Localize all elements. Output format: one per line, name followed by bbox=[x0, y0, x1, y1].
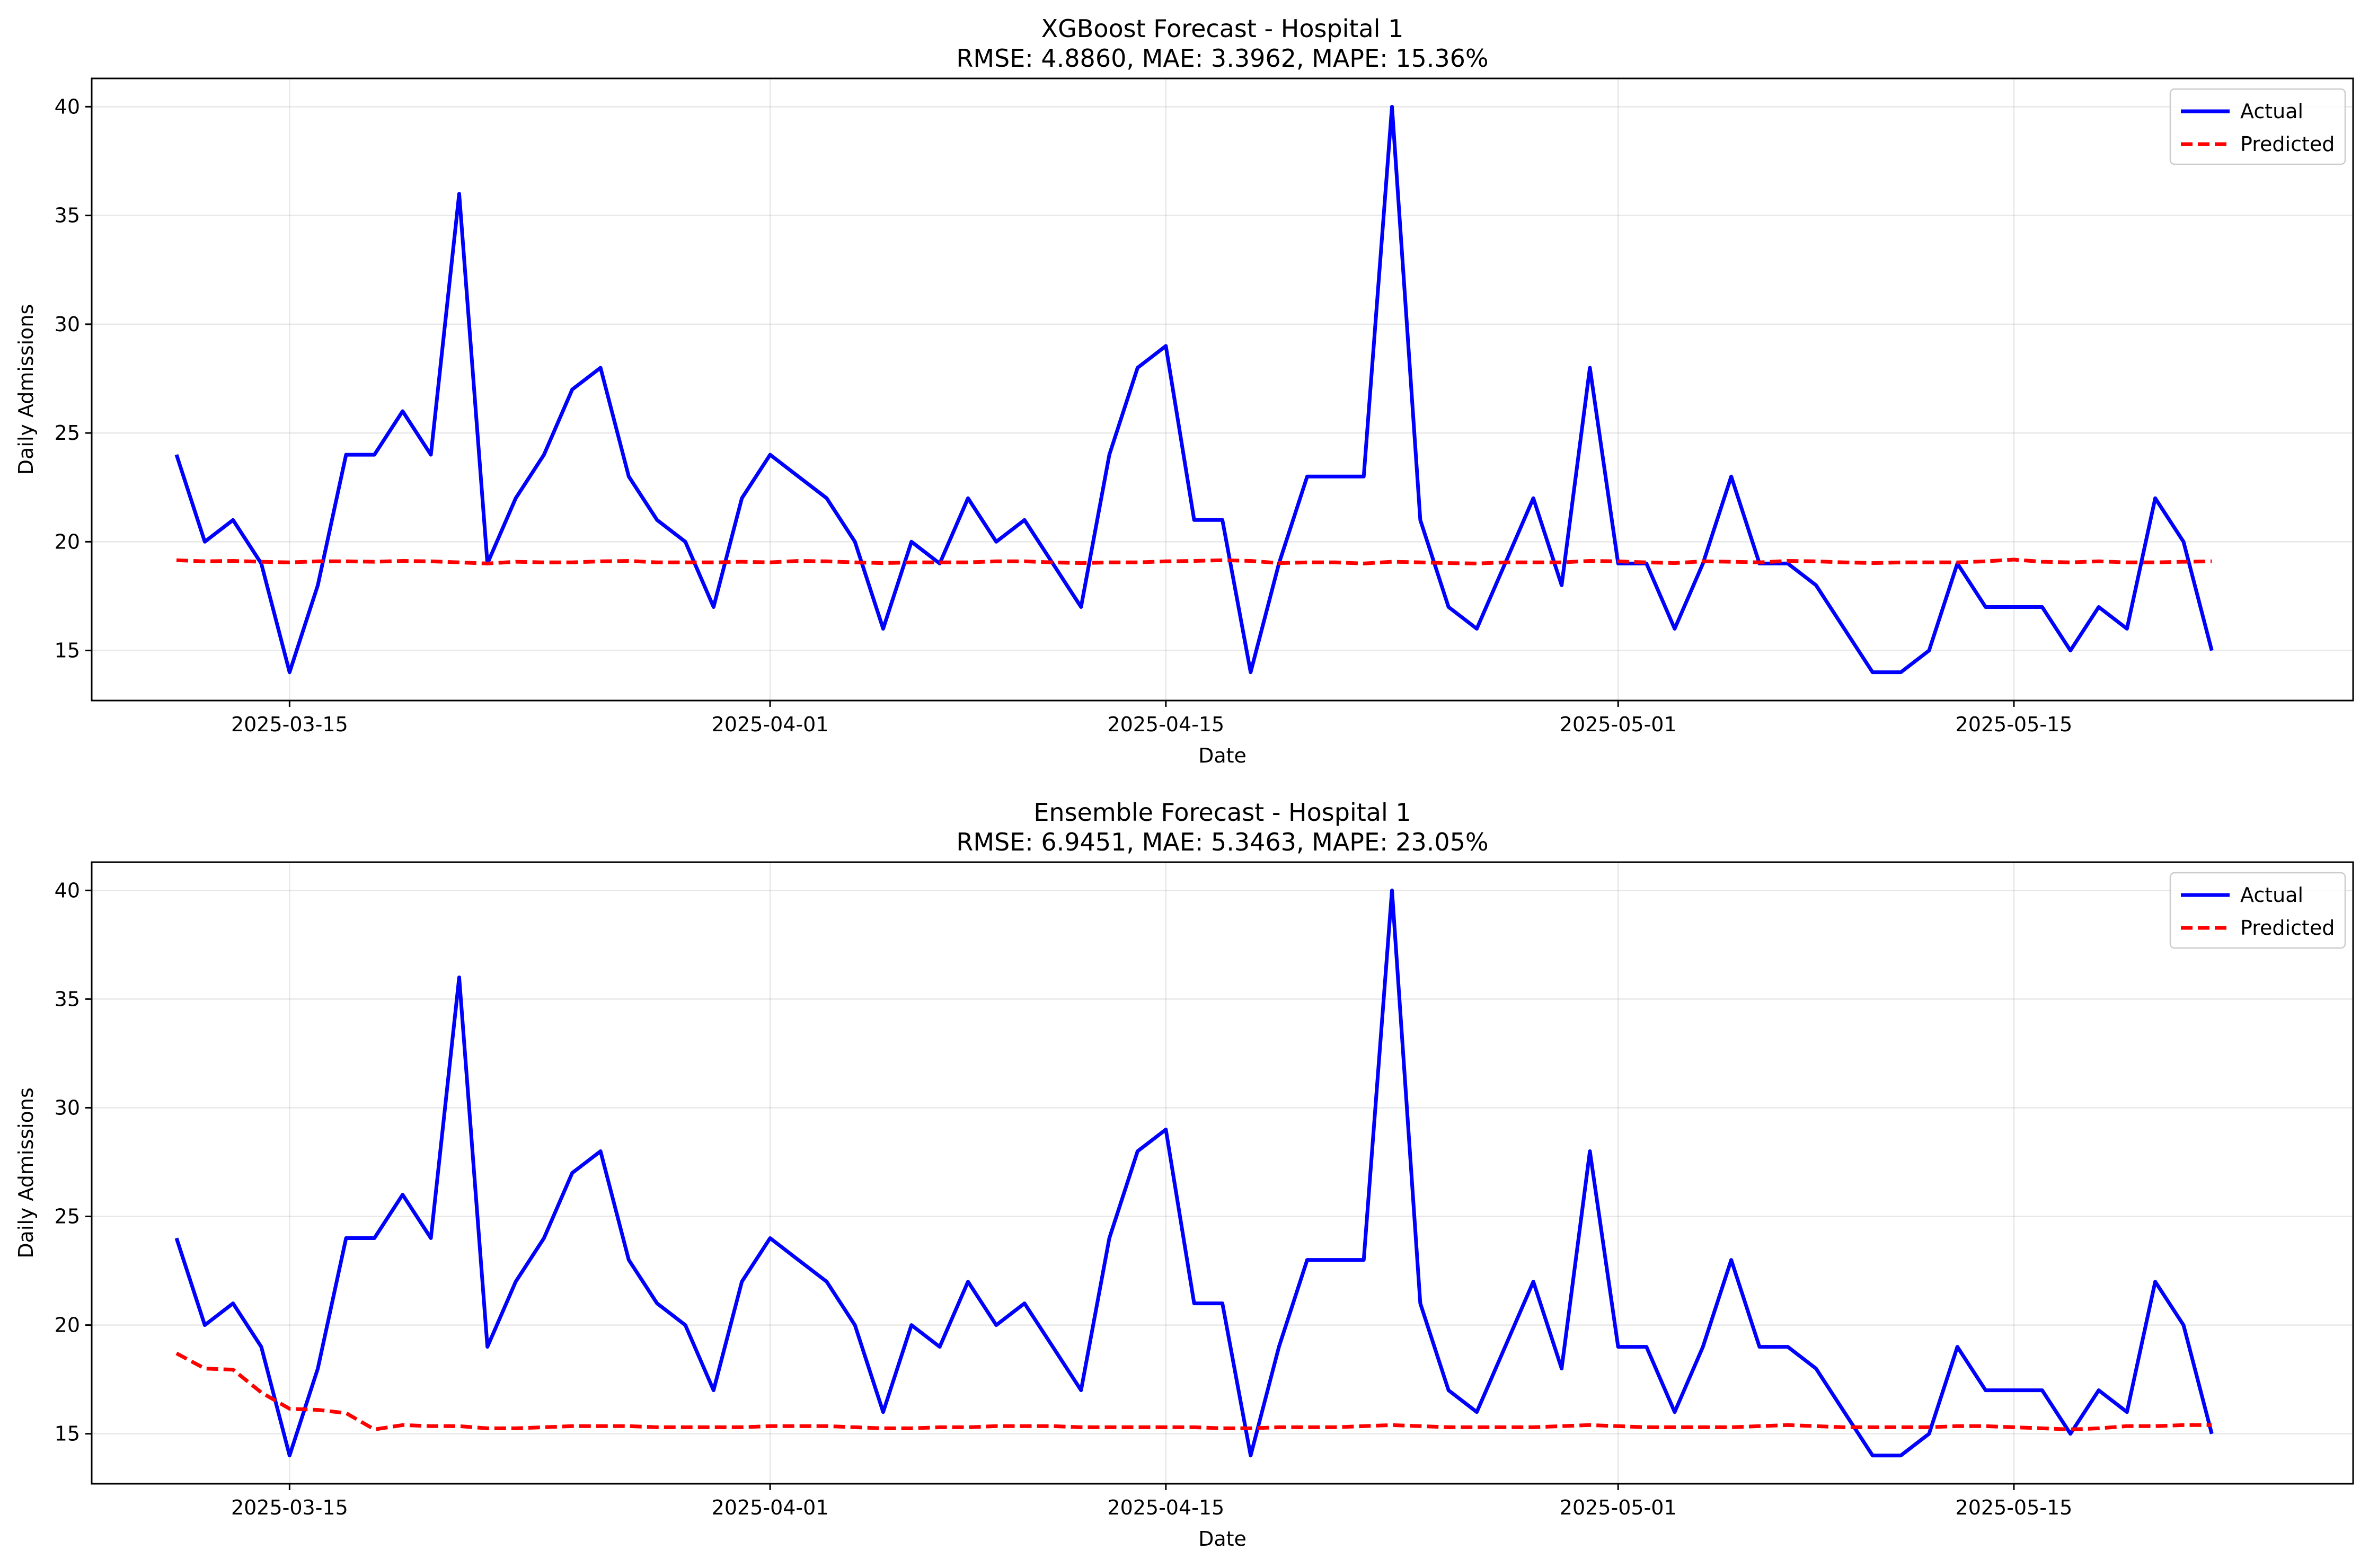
series-line-predicted bbox=[176, 557, 2212, 565]
legend-label-predicted: Predicted bbox=[2240, 916, 2335, 940]
series-line-actual bbox=[174, 104, 2214, 675]
legend-label-predicted: Predicted bbox=[2240, 132, 2335, 156]
chart-title: XGBoost Forecast - Hospital 1 bbox=[1041, 14, 1404, 43]
legend: Actual Predicted bbox=[2169, 872, 2346, 949]
y-tick-label: 35 bbox=[55, 204, 80, 227]
legend-label-actual: Actual bbox=[2240, 100, 2303, 123]
x-axis-label: Date bbox=[1198, 1527, 1247, 1551]
y-tick-label: 20 bbox=[55, 530, 80, 553]
y-axis-label: Daily Admissions bbox=[14, 304, 38, 475]
legend-label-actual: Actual bbox=[2240, 883, 2303, 907]
y-tick-label: 25 bbox=[55, 1205, 80, 1228]
y-tick-label: 40 bbox=[55, 879, 80, 902]
legend-box bbox=[2169, 872, 2346, 949]
chart-subtitle: RMSE: 4.8860, MAE: 3.3962, MAPE: 15.36% bbox=[956, 44, 1488, 73]
x-axis-label: Date bbox=[1198, 744, 1247, 767]
x-tick-label: 2025-04-01 bbox=[712, 1496, 829, 1519]
x-tick-label: 2025-03-15 bbox=[231, 1496, 348, 1519]
y-tick-label: 30 bbox=[55, 1096, 80, 1119]
legend: Actual Predicted bbox=[2169, 88, 2346, 165]
series-line-predicted bbox=[175, 1351, 2212, 1431]
y-tick-label: 40 bbox=[55, 95, 80, 118]
chart-subtitle: RMSE: 6.9451, MAE: 5.3463, MAPE: 23.05% bbox=[956, 828, 1488, 856]
x-tick-label: 2025-04-15 bbox=[1107, 713, 1224, 736]
series-line-actual bbox=[174, 888, 2214, 1458]
x-tick-label: 2025-03-15 bbox=[231, 713, 348, 736]
x-tick-label: 2025-05-15 bbox=[1956, 1496, 2073, 1519]
axes-frame bbox=[91, 861, 2354, 1485]
y-tick-label: 35 bbox=[55, 987, 80, 1011]
y-axis-label: Daily Admissions bbox=[14, 1087, 38, 1259]
x-tick-label: 2025-04-01 bbox=[712, 713, 829, 736]
x-tick-label: 2025-05-01 bbox=[1560, 1496, 1677, 1519]
y-tick-label: 25 bbox=[55, 421, 80, 445]
x-tick-label: 2025-05-15 bbox=[1956, 713, 2073, 736]
y-tick-label: 15 bbox=[55, 1422, 80, 1446]
chart-title: Ensemble Forecast - Hospital 1 bbox=[1033, 798, 1411, 827]
y-tick-label: 30 bbox=[55, 313, 80, 336]
x-tick-label: 2025-05-01 bbox=[1560, 713, 1677, 736]
y-tick-label: 20 bbox=[55, 1314, 80, 1337]
axes-frame bbox=[91, 77, 2354, 702]
x-tick-label: 2025-04-15 bbox=[1107, 1496, 1224, 1519]
legend-box bbox=[2169, 88, 2346, 165]
y-tick-label: 15 bbox=[55, 639, 80, 662]
